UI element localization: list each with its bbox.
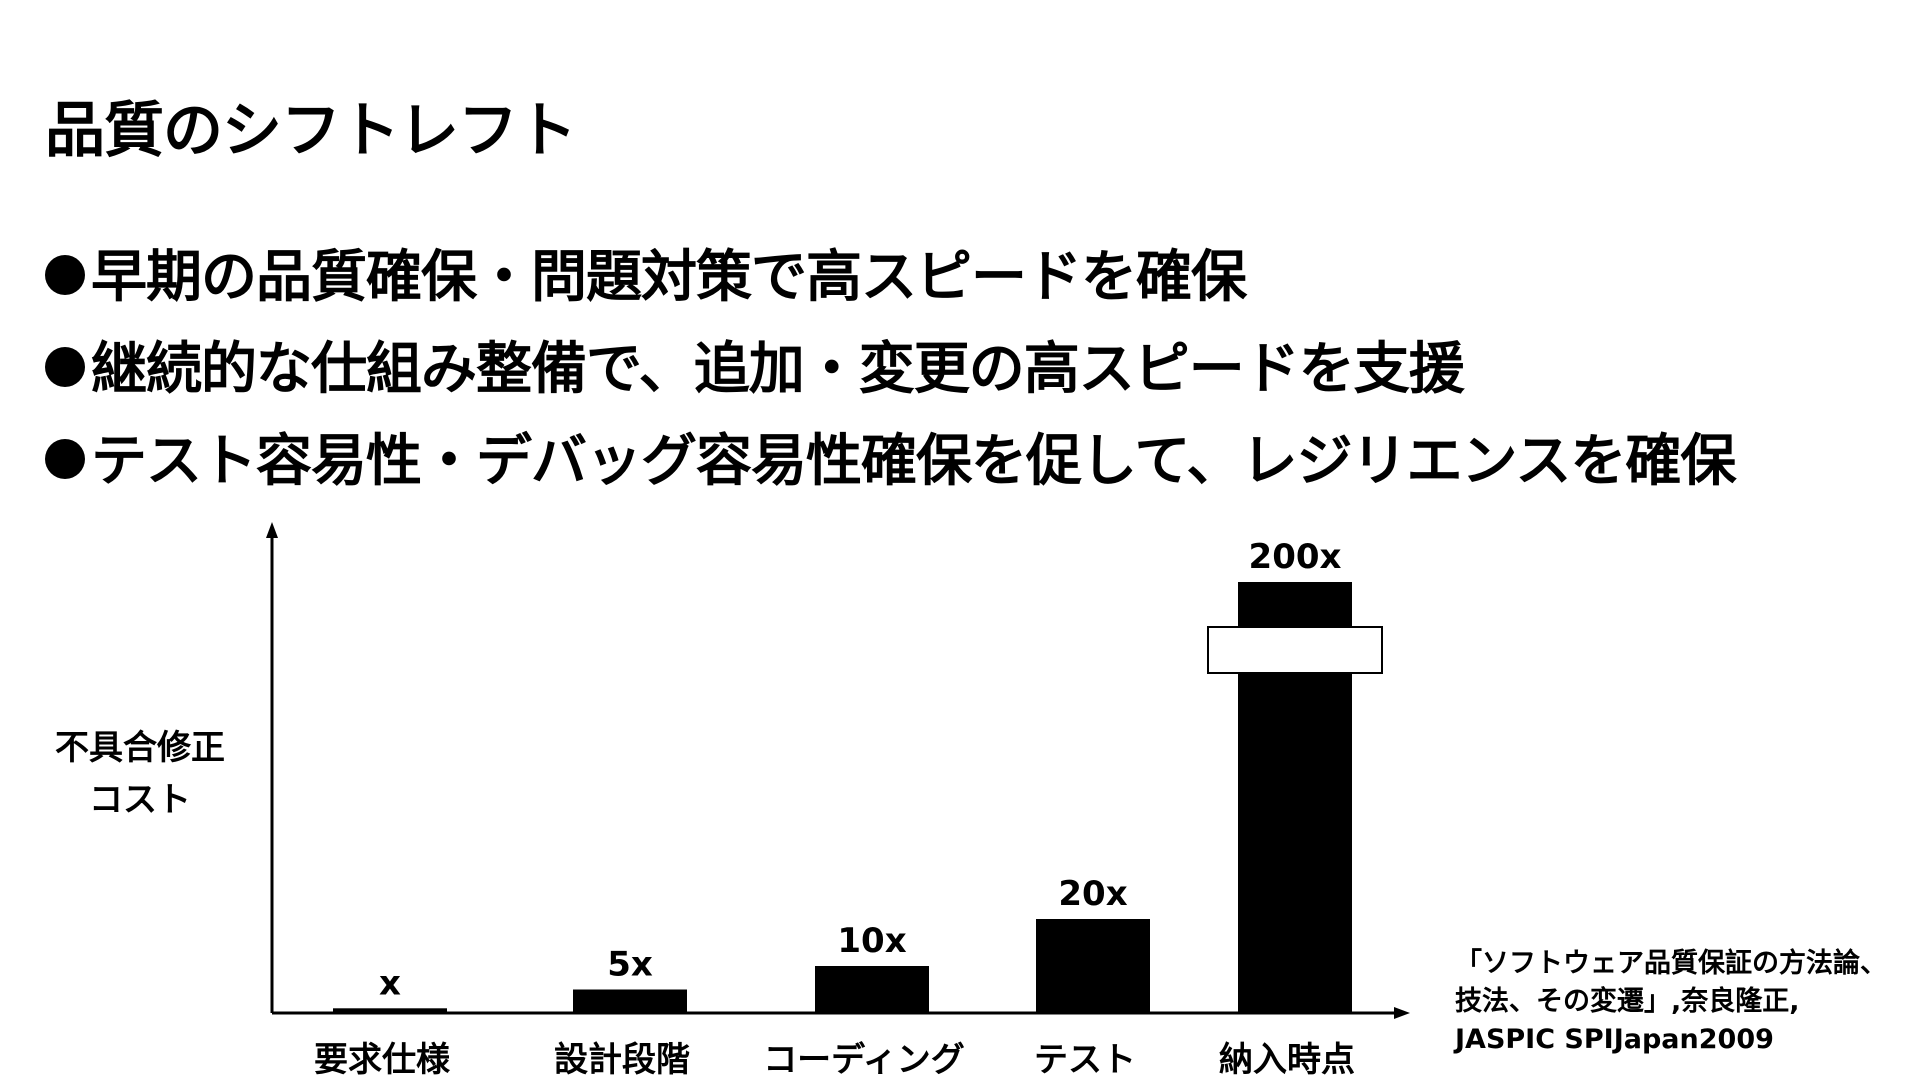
y-axis-label-line: 不具合修正 [55, 728, 225, 768]
x-tick-label: 要求仕様 [314, 1040, 451, 1080]
source-line: 技法、その変遷」,奈良隆正, [1455, 986, 1800, 1017]
x-axis-arrow-icon [1394, 1007, 1410, 1019]
data-label: 10x [837, 921, 906, 961]
x-tick-label: コーディング [763, 1040, 965, 1080]
bullet-dot-icon [45, 438, 85, 479]
bullet-text: テスト容易性・デバッグ容易性確保を促して、レジリエンスを確保 [91, 429, 1736, 494]
bullet-text: 早期の品質確保・問題対策で高スピードを確保 [91, 245, 1247, 310]
data-label: 200x [1249, 537, 1342, 577]
source-line: JASPIC SPIJapan2009 [1455, 1024, 1774, 1055]
bullet-item: 早期の品質確保・問題対策で高スピードを確保 [45, 232, 1735, 324]
x-tick-label: テスト [1034, 1040, 1136, 1080]
data-label: 20x [1058, 874, 1127, 914]
bullet-list: 早期の品質確保・問題対策で高スピードを確保 継続的な仕組み整備で、追加・変更の高… [45, 232, 1736, 508]
bar-2 [573, 989, 687, 1013]
slide-title: 品質のシフトレフト [45, 96, 577, 166]
bullet-item: テスト容易性・デバッグ容易性確保を促して、レジリエンスを確保 [45, 416, 1736, 508]
data-label: x [379, 963, 401, 1003]
bullet-text: 継続的な仕組み整備で、追加・変更の高スピードを支援 [91, 337, 1465, 402]
source-line: 「ソフトウェア品質保証の方法論、 [1455, 948, 1887, 979]
x-tick-label: 設計段階 [554, 1040, 690, 1080]
data-label: 5x [607, 945, 653, 985]
x-tick-label: 納入時点 [1219, 1040, 1355, 1080]
axis-break-marker [1207, 626, 1383, 674]
bullet-dot-icon [45, 254, 85, 295]
y-axis-label: 不具合修正 コスト [30, 722, 250, 826]
source-citation: 「ソフトウェア品質保証の方法論、 技法、その変遷」,奈良隆正, JASPIC S… [1455, 945, 1887, 1059]
bar-4 [1036, 919, 1150, 1013]
bar-3 [815, 966, 929, 1013]
y-axis-label-line: コスト [89, 780, 191, 820]
bullet-dot-icon [45, 346, 85, 387]
y-axis-arrow-icon [266, 522, 278, 538]
bullet-item: 継続的な仕組み整備で、追加・変更の高スピードを支援 [45, 324, 1735, 416]
bar-1 [333, 1008, 447, 1013]
